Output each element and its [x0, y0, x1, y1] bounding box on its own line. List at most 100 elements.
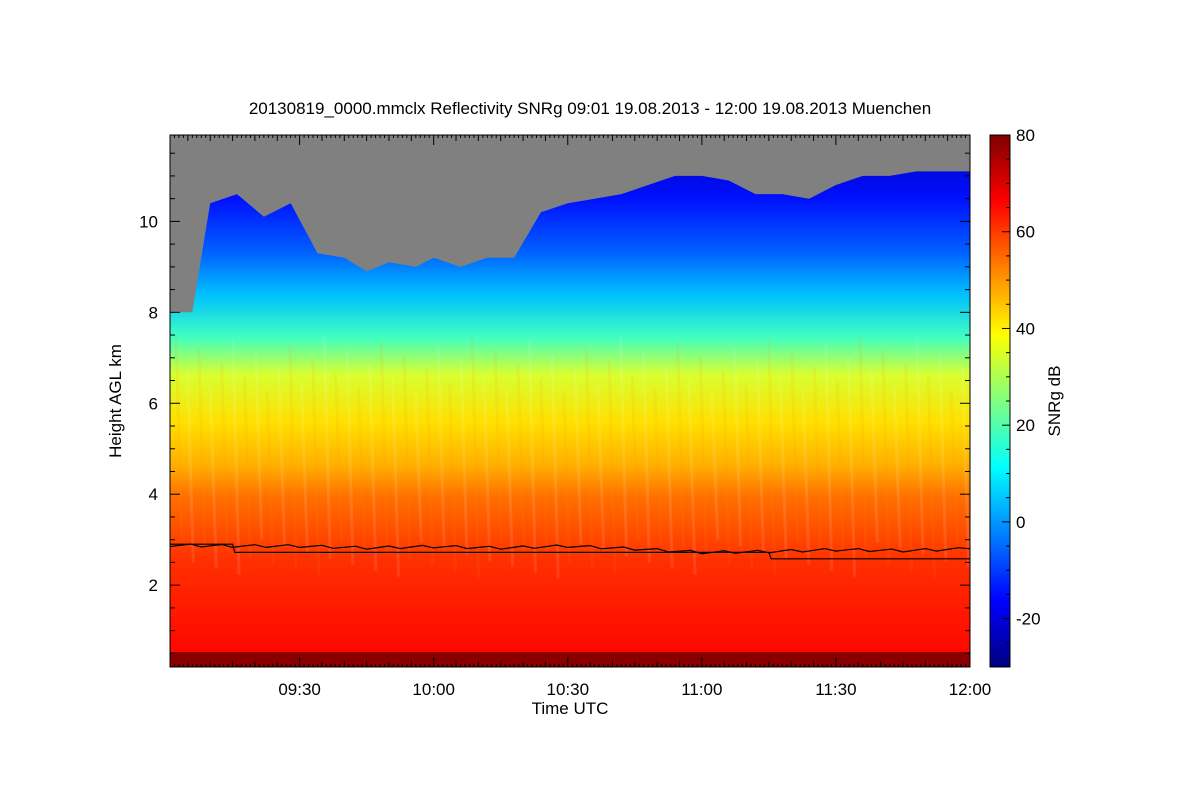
fall-streak: [755, 362, 765, 553]
fall-streak: [653, 389, 663, 546]
fall-streak: [505, 388, 515, 567]
fall-streak: [869, 372, 879, 543]
colorbar-tick-label: 0: [1016, 513, 1025, 532]
fall-streak: [425, 369, 435, 566]
colorbar-tick-label: 40: [1016, 319, 1035, 338]
fall-streak: [208, 386, 218, 569]
fall-streak: [550, 356, 560, 579]
fall-streak: [436, 346, 446, 549]
fall-streak: [698, 357, 708, 558]
fall-streak: [573, 370, 583, 545]
colorbar-tick-label: 60: [1016, 223, 1035, 242]
colorbar-label: SNRg dB: [1045, 366, 1064, 437]
fall-streak: [539, 379, 549, 556]
fall-streak: [847, 358, 857, 577]
fall-streak: [744, 385, 754, 570]
x-tick-label: 10:00: [412, 680, 455, 699]
fall-streak: [493, 351, 503, 544]
y-tick-label: 2: [149, 576, 158, 595]
fall-streak: [630, 375, 640, 540]
fall-streak: [733, 348, 743, 547]
fall-streak: [961, 368, 970, 567]
y-axis: 2 4 6 8 10: [139, 152, 970, 654]
fall-streak: [721, 371, 731, 564]
fall-streak: [858, 335, 868, 560]
fall-streak: [516, 365, 526, 550]
y-tick-label: 6: [149, 394, 158, 413]
fall-streak: [242, 377, 252, 558]
fall-streak: [767, 339, 777, 576]
fall-streak: [778, 376, 788, 559]
fall-streak: [356, 387, 366, 548]
fall-streak: [413, 392, 423, 543]
fall-streak: [379, 341, 389, 554]
fall-streak: [790, 353, 800, 542]
fall-streak: [334, 373, 344, 542]
fall-streak: [391, 378, 401, 577]
fall-streak: [254, 354, 264, 541]
x-tick-label: 11:00: [681, 680, 722, 699]
fall-streak: [345, 350, 355, 565]
fall-streak: [812, 367, 822, 548]
fall-streak: [220, 363, 230, 552]
fall-streak: [527, 342, 537, 573]
y-axis-label: Height AGL km: [106, 344, 125, 458]
fall-streak: [231, 340, 241, 575]
fall-streak: [174, 335, 184, 540]
fall-streak: [299, 382, 309, 553]
y-tick-label: 10: [139, 212, 158, 231]
fall-streaks: [174, 335, 970, 579]
fall-streak: [322, 336, 332, 559]
fall-streak: [596, 384, 606, 551]
fall-streak: [584, 347, 594, 568]
fall-streak: [926, 377, 936, 578]
fall-streak: [197, 349, 207, 546]
plot-frame: [169, 134, 971, 668]
fall-streak: [482, 374, 492, 561]
fall-streak: [904, 363, 914, 572]
fall-streak: [402, 355, 412, 560]
fall-streak: [607, 361, 617, 574]
fall-streak: [368, 364, 378, 571]
y-tick-label: 8: [149, 303, 158, 322]
fall-streak: [881, 349, 891, 566]
fall-streak: [824, 344, 834, 571]
fall-streak: [641, 352, 651, 563]
x-axis-label: Time UTC: [532, 699, 609, 718]
fall-streak: [892, 386, 902, 549]
colorbar-axis: -20 0 20 40 60 80: [1002, 126, 1041, 644]
fall-streak: [801, 390, 811, 565]
colorbar-tick-label: -20: [1016, 610, 1041, 629]
reflectivity-field: [170, 171, 970, 667]
fall-streak: [470, 337, 480, 578]
fall-streak: [664, 366, 674, 569]
fall-streak: [949, 391, 959, 544]
fall-streak: [311, 359, 321, 576]
colorbar-tick-label: 80: [1016, 126, 1035, 145]
fall-streak: [459, 360, 469, 555]
fall-streak: [562, 393, 572, 562]
x-tick-label: 12:00: [949, 680, 992, 699]
x-tick-label: 10:30: [546, 680, 589, 699]
x-tick-label: 11:30: [815, 680, 856, 699]
fall-streak: [835, 381, 845, 554]
fall-streak: [676, 343, 686, 552]
fall-streak: [288, 345, 298, 570]
fall-streak: [619, 338, 629, 557]
melting-layer-top-line: [170, 543, 970, 555]
fall-streak: [687, 380, 697, 575]
x-axis: 09:30 10:00 10:30 11:00 11:30 12:00: [169, 135, 992, 699]
chart-title: 20130819_0000.mmclx Reflectivity SNRg 09…: [249, 99, 931, 118]
colorbar-tick-label: 20: [1016, 416, 1035, 435]
near-ground-band: [170, 652, 970, 667]
y-tick-label: 4: [149, 485, 158, 504]
plot-area: [170, 135, 970, 667]
fall-streak: [710, 394, 720, 541]
fall-streak: [265, 391, 275, 564]
fall-streak: [915, 340, 925, 555]
fall-streak: [448, 383, 458, 572]
fall-streak: [277, 368, 287, 547]
melting-layer-bottom-line: [170, 543, 970, 560]
fall-streak: [185, 372, 195, 563]
